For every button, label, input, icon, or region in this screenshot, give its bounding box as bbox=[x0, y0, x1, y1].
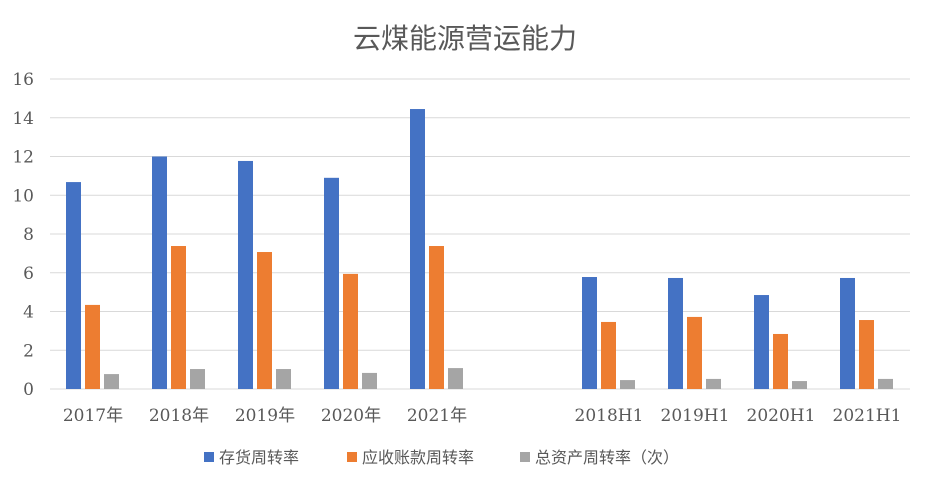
y-tick-label: 0 bbox=[23, 380, 34, 400]
bar bbox=[343, 273, 358, 389]
bar bbox=[362, 372, 377, 389]
bar bbox=[601, 321, 616, 389]
legend-swatch bbox=[204, 452, 214, 462]
x-tick-label: 2021H1 bbox=[833, 406, 902, 426]
bar bbox=[582, 277, 597, 389]
x-tick-label: 2020年 bbox=[321, 406, 381, 426]
x-tick-label: 2019年 bbox=[235, 406, 295, 426]
y-tick-label: 4 bbox=[23, 303, 34, 323]
x-tick-label: 2021年 bbox=[407, 406, 467, 426]
bar bbox=[85, 304, 100, 389]
bar bbox=[706, 378, 721, 389]
y-tick-label: 14 bbox=[12, 109, 34, 129]
bar bbox=[171, 246, 186, 389]
bar bbox=[238, 160, 253, 389]
bar bbox=[668, 277, 683, 389]
bar bbox=[754, 295, 769, 389]
bar bbox=[410, 109, 425, 389]
x-tick-label: 2018H1 bbox=[575, 406, 644, 426]
bar bbox=[620, 380, 635, 389]
bar bbox=[152, 156, 167, 389]
bar bbox=[687, 316, 702, 389]
x-tick-label: 2017年 bbox=[63, 406, 123, 426]
bar bbox=[878, 378, 893, 389]
bar bbox=[190, 369, 205, 389]
x-tick-label: 2020H1 bbox=[747, 406, 816, 426]
bar bbox=[104, 374, 119, 389]
legend-swatch bbox=[347, 452, 357, 462]
x-tick-label: 2019H1 bbox=[661, 406, 730, 426]
y-tick-label: 12 bbox=[12, 148, 34, 168]
bar bbox=[448, 368, 463, 389]
bar bbox=[66, 182, 81, 389]
bar bbox=[429, 246, 444, 389]
legend-swatch bbox=[520, 452, 530, 462]
bar bbox=[257, 252, 272, 389]
bar bbox=[840, 277, 855, 389]
legend-label: 总资产周转率（次） bbox=[535, 448, 679, 467]
bar bbox=[773, 333, 788, 389]
bar bbox=[859, 320, 874, 389]
legend-label: 应收账款周转率 bbox=[362, 448, 474, 467]
y-tick-label: 16 bbox=[12, 70, 34, 90]
y-tick-label: 6 bbox=[23, 264, 34, 284]
x-tick-label: 2018年 bbox=[149, 406, 209, 426]
chart-title: 云煤能源营运能力 bbox=[353, 22, 577, 55]
bar bbox=[324, 177, 339, 389]
bar bbox=[276, 369, 291, 389]
y-tick-label: 10 bbox=[12, 186, 34, 206]
bar bbox=[792, 381, 807, 389]
y-tick-label: 2 bbox=[23, 341, 34, 361]
legend-label: 存货周转率 bbox=[219, 448, 299, 467]
y-tick-label: 8 bbox=[23, 225, 34, 245]
